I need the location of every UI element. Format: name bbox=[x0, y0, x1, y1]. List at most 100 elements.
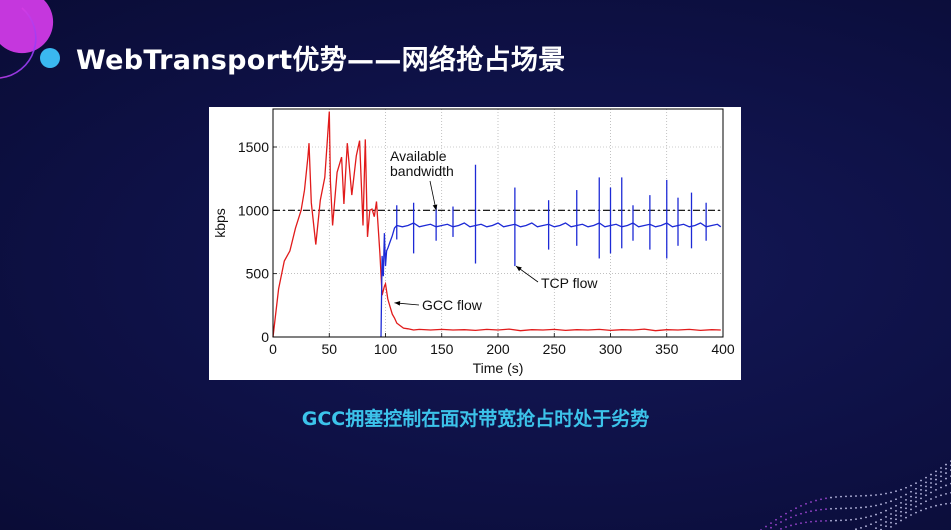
bandwidth-chart: 0 50 100 150 200 250 300 350 400 0 500 1000 1500 Tim… bbox=[212, 108, 735, 376]
wave-dot bbox=[850, 518, 852, 521]
wave-dot bbox=[880, 511, 882, 514]
wave-dot bbox=[895, 522, 897, 525]
wave-dot bbox=[915, 505, 917, 508]
wave-dot bbox=[930, 482, 932, 484]
wave-dot bbox=[935, 474, 937, 477]
wave-dot bbox=[840, 507, 842, 510]
wave-dot bbox=[810, 501, 812, 503]
wave-dot bbox=[935, 504, 937, 507]
wave-dot bbox=[930, 491, 932, 494]
slide-caption: GCC拥塞控制在面对带宽抢占时处于劣势 bbox=[301, 408, 650, 430]
wave-dot bbox=[915, 500, 917, 503]
wave-dot bbox=[875, 521, 877, 523]
wave-dot bbox=[920, 488, 922, 491]
wave-dot bbox=[840, 519, 842, 522]
wave-dot bbox=[810, 520, 812, 523]
wave-dot bbox=[925, 494, 927, 497]
chart-annotation: Available bbox=[390, 148, 447, 164]
gcc-flow-line bbox=[272, 111, 721, 338]
wave-dot bbox=[910, 508, 912, 511]
wave-dot bbox=[890, 513, 892, 515]
y-tick-label: 1500 bbox=[238, 139, 269, 155]
x-tick-label: 300 bbox=[599, 341, 623, 357]
wave-dot bbox=[900, 506, 902, 509]
wave-dot bbox=[765, 525, 767, 528]
wave-dot bbox=[920, 479, 922, 482]
wave-dot bbox=[815, 509, 817, 512]
wave-dot bbox=[925, 500, 927, 503]
wave-dot bbox=[860, 517, 862, 520]
y-tick-label: 500 bbox=[246, 266, 270, 282]
chart-panel: 0 50 100 150 200 250 300 350 400 0 500 1000 1500 Tim… bbox=[209, 107, 741, 380]
wave-dot bbox=[915, 492, 917, 495]
wave-dot bbox=[825, 497, 827, 500]
wave-dot bbox=[775, 523, 777, 526]
wave-dot bbox=[800, 504, 802, 507]
wave-dot bbox=[905, 498, 907, 501]
wave-dot bbox=[825, 508, 827, 511]
wave-dot bbox=[875, 494, 877, 496]
wave-dot bbox=[800, 522, 802, 525]
x-tick-label: 200 bbox=[486, 341, 510, 357]
wave-dot bbox=[865, 494, 867, 497]
wave-dot bbox=[930, 478, 932, 480]
wave-dot bbox=[880, 493, 882, 496]
wave-dot bbox=[905, 503, 907, 506]
wave-dot bbox=[905, 493, 907, 496]
wave-dot bbox=[925, 489, 927, 492]
wave-dot bbox=[885, 492, 887, 495]
wave-dot bbox=[925, 507, 927, 510]
wave-dot bbox=[915, 496, 917, 499]
wave-dot bbox=[910, 503, 912, 506]
wave-dot bbox=[815, 520, 817, 523]
circle-bullet-icon bbox=[40, 47, 60, 68]
wave-dot bbox=[820, 498, 822, 501]
wave-dot bbox=[860, 506, 862, 509]
wave-dot bbox=[790, 516, 792, 519]
wave-dot bbox=[865, 506, 867, 508]
y-axis-title: kbps bbox=[212, 208, 228, 238]
wave-dot bbox=[920, 509, 922, 512]
wave-dot bbox=[925, 476, 927, 479]
annotation-arrowhead bbox=[516, 266, 522, 272]
wave-dot bbox=[780, 527, 782, 530]
wave-dot bbox=[905, 511, 907, 514]
wave-dot bbox=[905, 516, 907, 519]
wave-dot bbox=[895, 514, 897, 517]
wave-dot bbox=[910, 514, 912, 516]
wave-dot bbox=[915, 511, 917, 514]
wave-dot bbox=[800, 512, 802, 515]
wave-dot bbox=[930, 473, 932, 476]
wave-dot bbox=[925, 481, 927, 484]
wave-dot bbox=[940, 486, 942, 489]
wave-dot bbox=[830, 507, 832, 510]
wave-dot bbox=[935, 478, 937, 481]
wave-dot bbox=[855, 507, 857, 509]
wave-dot bbox=[875, 504, 877, 507]
wave-dot bbox=[900, 488, 902, 491]
slide-title: WebTransport优势——网络抢占场景 bbox=[76, 45, 566, 76]
x-tick-label: 0 bbox=[269, 341, 277, 357]
wave-dot bbox=[940, 503, 942, 506]
wave-dot bbox=[930, 498, 932, 500]
wave-dot bbox=[930, 486, 932, 489]
wave-dot bbox=[795, 514, 797, 517]
wave-dot bbox=[910, 495, 912, 498]
wave-dot bbox=[785, 526, 787, 528]
wave-dot bbox=[805, 521, 807, 524]
wave-dot bbox=[790, 509, 792, 512]
wave-dot bbox=[890, 491, 892, 494]
wave-dot bbox=[945, 492, 947, 495]
wave-dot bbox=[880, 518, 882, 521]
wave-dot bbox=[880, 524, 882, 527]
wave-dot bbox=[850, 495, 852, 498]
wave-dot bbox=[855, 495, 857, 497]
x-tick-label: 350 bbox=[655, 341, 679, 357]
wave-dot bbox=[840, 495, 842, 498]
chart-annotation: GCC flow bbox=[422, 297, 483, 313]
annotation-arrowhead bbox=[432, 204, 438, 211]
wave-dot bbox=[870, 494, 872, 497]
wave-dot bbox=[770, 522, 772, 525]
wave-dot bbox=[785, 512, 787, 515]
